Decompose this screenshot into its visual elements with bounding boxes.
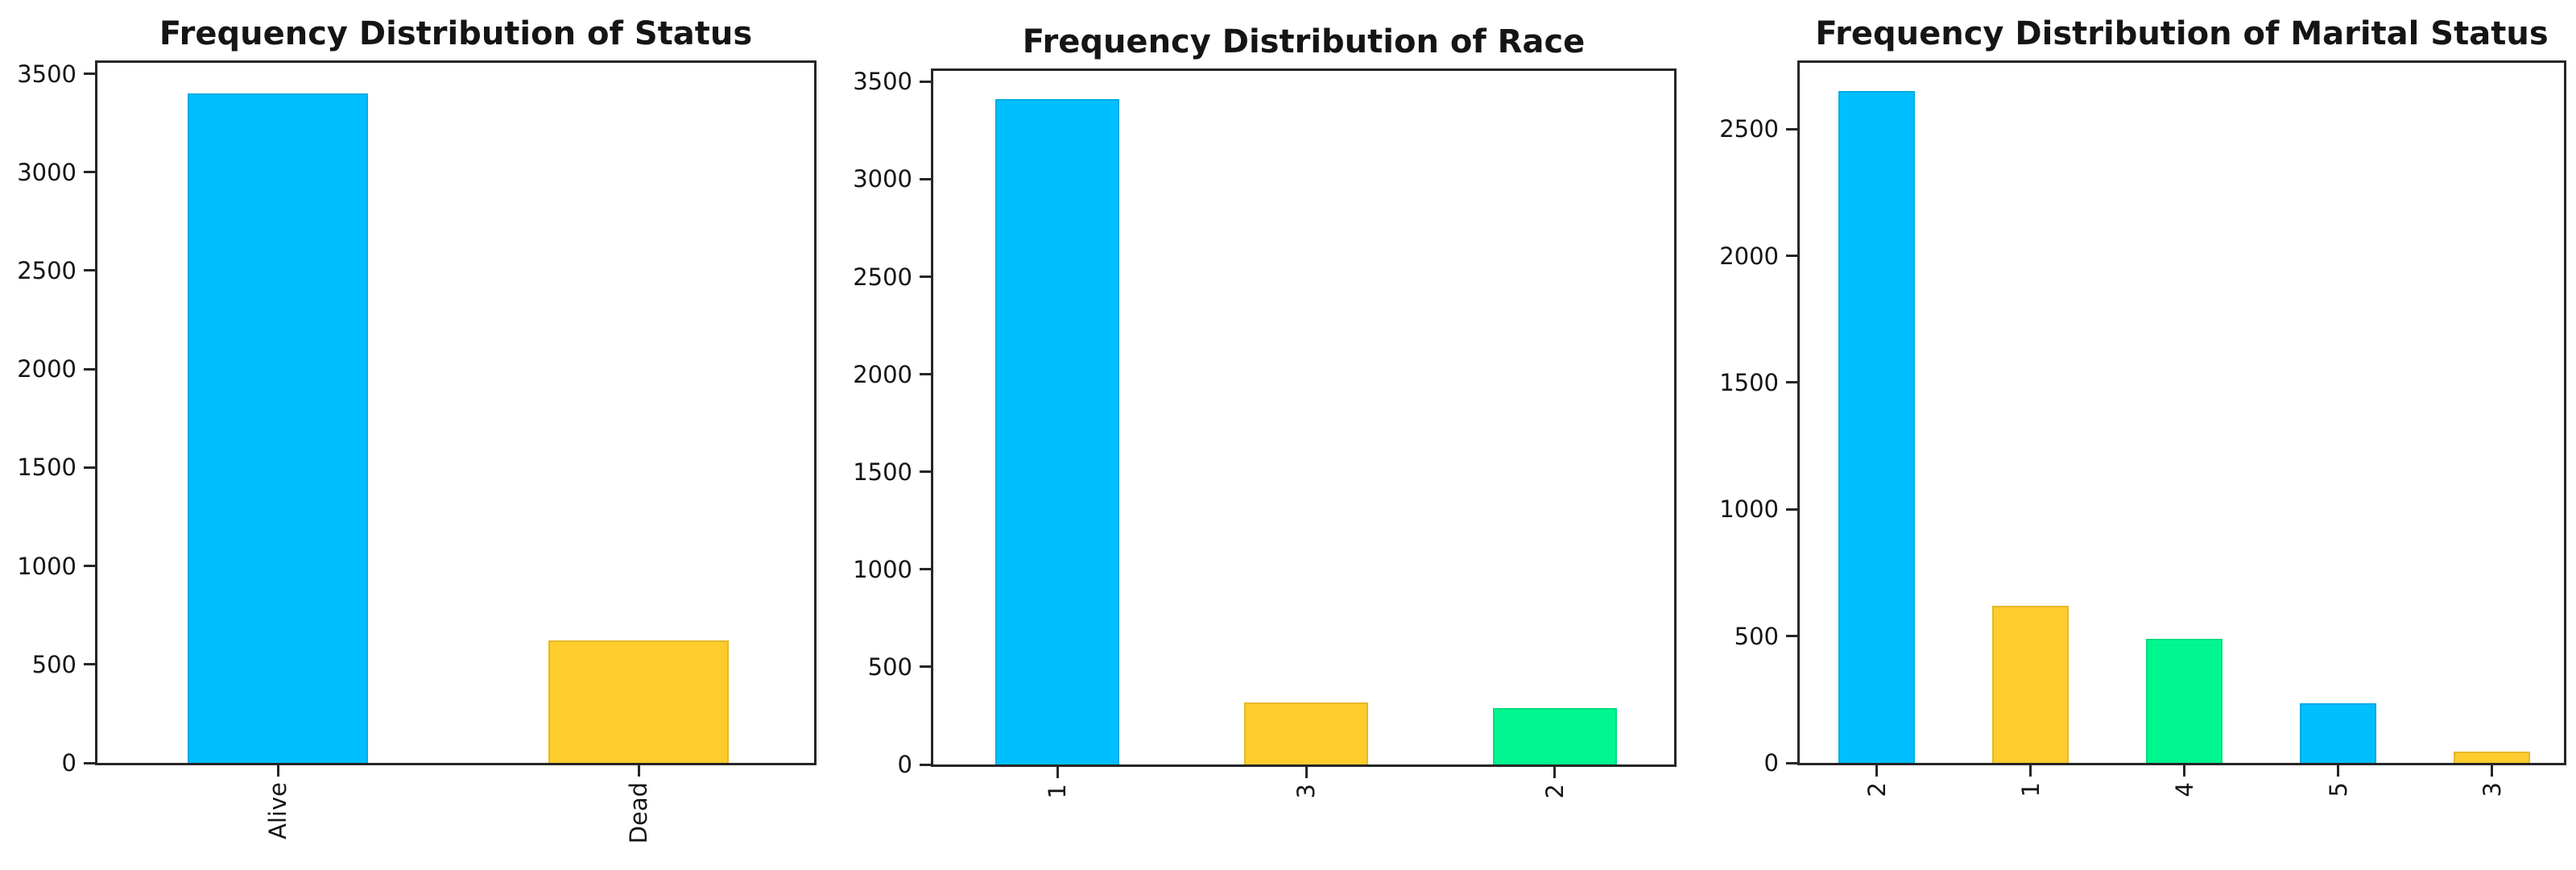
y-tick-mark — [84, 171, 95, 174]
y-tick-label: 2500 — [17, 256, 76, 284]
y-tick-label: 3500 — [17, 60, 76, 88]
x-tick-label: 3 — [2478, 782, 2506, 798]
y-tick-label: 1500 — [853, 458, 912, 486]
y-tick-mark — [84, 663, 95, 666]
x-tick-mark — [1305, 767, 1308, 778]
bar-3 — [1243, 702, 1369, 764]
y-tick-label: 2500 — [853, 263, 912, 291]
x-tick-mark — [1875, 765, 1878, 777]
y-tick-mark — [84, 466, 95, 469]
plot-area: 0 500 1000 1500 2000 2500 3000 3500 Alive Dead — [17, 60, 817, 843]
x-tick-label: 1 — [1044, 784, 1072, 799]
y-tick-label: 1500 — [17, 454, 76, 482]
bar-5 — [2299, 703, 2377, 763]
y-tick-mark — [920, 80, 931, 83]
y-tick-mark — [920, 470, 931, 474]
y-tick-label: 1000 — [17, 552, 76, 580]
bar-1 — [995, 99, 1120, 764]
y-tick-label: 500 — [1734, 622, 1779, 650]
x-tick-mark — [637, 765, 640, 777]
y-tick-mark — [84, 761, 95, 764]
bar-dead — [548, 640, 729, 763]
y-tick-mark — [1786, 381, 1797, 384]
bar-1 — [1991, 605, 2069, 763]
y-tick-label: 0 — [1764, 749, 1779, 777]
y-tick-label: 3000 — [853, 165, 912, 193]
bar-4 — [2145, 638, 2223, 763]
x-tick-label: 1 — [2016, 782, 2045, 798]
bar-3 — [2453, 751, 2531, 763]
bar-alive — [188, 93, 368, 763]
plot-area: 0 500 1000 1500 2000 2500 3000 3500 1 3 2 — [853, 68, 1677, 798]
y-tick-mark — [920, 373, 931, 376]
x-tick-label: 2 — [1540, 784, 1569, 799]
y-tick-label: 1500 — [1719, 368, 1779, 396]
y-tick-label: 2000 — [1719, 242, 1779, 270]
y-tick-mark — [920, 763, 931, 766]
y-tick-mark — [920, 177, 931, 180]
y-tick-label: 2000 — [853, 360, 912, 388]
y-tick-mark — [1786, 127, 1797, 130]
x-tick-mark — [1553, 767, 1557, 778]
y-tick-mark — [1786, 635, 1797, 638]
x-tick-label: 2 — [1863, 782, 1891, 798]
x-tick-mark — [1056, 767, 1059, 778]
chart-title: Frequency Distribution of Race — [1022, 23, 1586, 60]
plot-area: 0 500 1000 1500 2000 2500 2 1 4 5 3 — [1719, 60, 2566, 797]
y-tick-label: 1000 — [1719, 495, 1779, 524]
y-tick-label: 500 — [31, 650, 76, 678]
bar-2 — [1838, 90, 1916, 763]
y-tick-mark — [1786, 508, 1797, 511]
y-tick-mark — [920, 276, 931, 279]
y-tick-mark — [920, 568, 931, 571]
bar-2 — [1492, 707, 1617, 764]
x-tick-label: 5 — [2324, 782, 2352, 798]
chart-title: Frequency Distribution of Status — [159, 15, 753, 52]
y-tick-mark — [84, 367, 95, 371]
y-tick-label: 3000 — [17, 158, 76, 186]
y-tick-label: 1000 — [853, 555, 912, 583]
chart-title: Frequency Distribution of Marital Status — [1815, 15, 2549, 52]
x-tick-label: Dead — [625, 782, 652, 844]
y-tick-label: 0 — [61, 749, 76, 777]
x-tick-mark — [2029, 765, 2032, 777]
x-tick-label: 3 — [1292, 784, 1320, 799]
y-tick-label: 3500 — [853, 68, 912, 96]
y-tick-label: 500 — [867, 652, 912, 681]
x-tick-mark — [2337, 765, 2339, 777]
y-tick-label: 2000 — [17, 355, 76, 383]
x-tick-mark — [276, 765, 279, 777]
y-tick-mark — [920, 665, 931, 669]
x-tick-label: 4 — [2170, 782, 2198, 798]
y-tick-label: 0 — [897, 751, 912, 778]
y-tick-mark — [84, 565, 95, 568]
x-tick-mark — [2491, 765, 2493, 777]
x-tick-label: Alive — [264, 782, 292, 839]
y-tick-mark — [1786, 255, 1797, 258]
x-tick-mark — [2183, 765, 2185, 777]
y-tick-mark — [1786, 761, 1797, 764]
y-tick-label: 2500 — [1719, 115, 1779, 143]
y-tick-mark — [84, 72, 95, 76]
y-tick-mark — [84, 269, 95, 272]
